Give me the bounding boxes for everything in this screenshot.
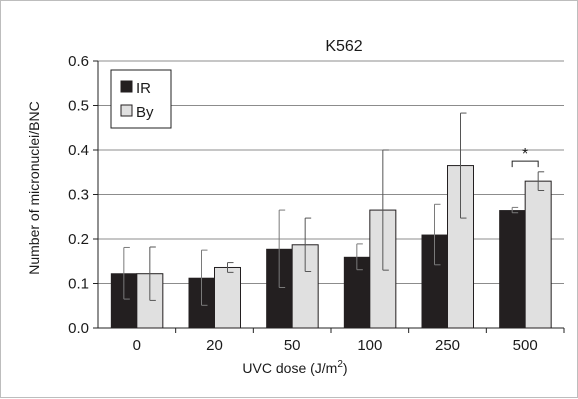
y-tick-label: 0.4 (68, 142, 89, 159)
gridlines (98, 60, 564, 284)
y-axis-label: Number of micronuclei/BNC (26, 101, 42, 275)
error-bars (123, 112, 545, 306)
bar-ir (499, 210, 526, 328)
legend-swatch-ir (120, 80, 133, 93)
chart-title: K562 (325, 38, 362, 55)
legend: IR By (110, 69, 172, 129)
y-tick-label: 0.2 (68, 231, 89, 248)
bar-by (214, 266, 241, 329)
legend-swatch-by (120, 104, 133, 117)
tick-labels: 0.0 0.1 0.2 0.3 0.4 0.5 0.6 0 20 50 100 250 500 (68, 53, 538, 354)
axes (93, 60, 565, 333)
legend-label-by: By (136, 104, 154, 121)
bar-by (524, 180, 552, 329)
x-axis-label-superscript: 2 (337, 359, 343, 370)
x-tick-label: 20 (206, 337, 223, 354)
legend-box (110, 69, 172, 129)
x-axis-label: UVC dose (J/m2) (242, 359, 347, 376)
y-tick-label: 0.3 (68, 187, 89, 204)
y-tick-label: 0.5 (68, 98, 89, 115)
x-tick-label: 50 (284, 337, 301, 354)
x-tick-label: 100 (357, 337, 382, 354)
x-tick-label: 250 (435, 337, 460, 354)
annotations: * (511, 146, 539, 168)
legend-label-ir: IR (136, 80, 151, 97)
y-tick-label: 0.1 (68, 276, 89, 293)
significance-star: * (522, 146, 528, 163)
x-axis-label-main: UVC dose (J/m (242, 360, 337, 376)
y-tick-label: 0.6 (68, 53, 89, 70)
x-tick-label: 0 (133, 337, 141, 354)
y-tick-label: 0.0 (68, 320, 89, 337)
significance-bracket (511, 160, 539, 168)
x-axis-label-suffix: ) (343, 360, 348, 376)
x-tick-label: 500 (513, 337, 538, 354)
bar-by (447, 165, 474, 329)
bars (110, 165, 552, 329)
